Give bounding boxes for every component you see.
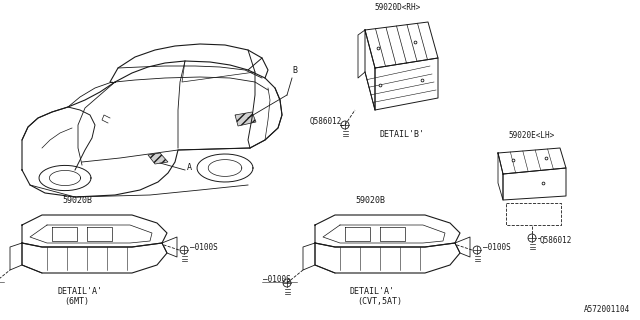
Text: 59020D<RH>: 59020D<RH> [375,3,421,12]
Text: 59020B: 59020B [62,196,92,205]
Text: —0100S: —0100S [190,244,218,252]
Text: Q586012: Q586012 [310,116,342,125]
Polygon shape [148,153,168,164]
Text: Q586012: Q586012 [540,236,572,244]
Text: (6MT): (6MT) [64,297,89,306]
Text: 59020B: 59020B [355,196,385,205]
Polygon shape [235,112,256,126]
Text: —0100S: —0100S [483,244,511,252]
Text: A: A [187,163,192,172]
Text: 59020E<LH>: 59020E<LH> [509,131,555,140]
Text: DETAIL'B': DETAIL'B' [380,130,425,139]
Text: A572001104: A572001104 [584,305,630,314]
Text: —0100S: —0100S [263,276,291,284]
Text: DETAIL'A': DETAIL'A' [57,287,102,296]
Text: (CVT,5AT): (CVT,5AT) [357,297,402,306]
Text: B: B [292,66,297,75]
Text: DETAIL'A': DETAIL'A' [350,287,395,296]
